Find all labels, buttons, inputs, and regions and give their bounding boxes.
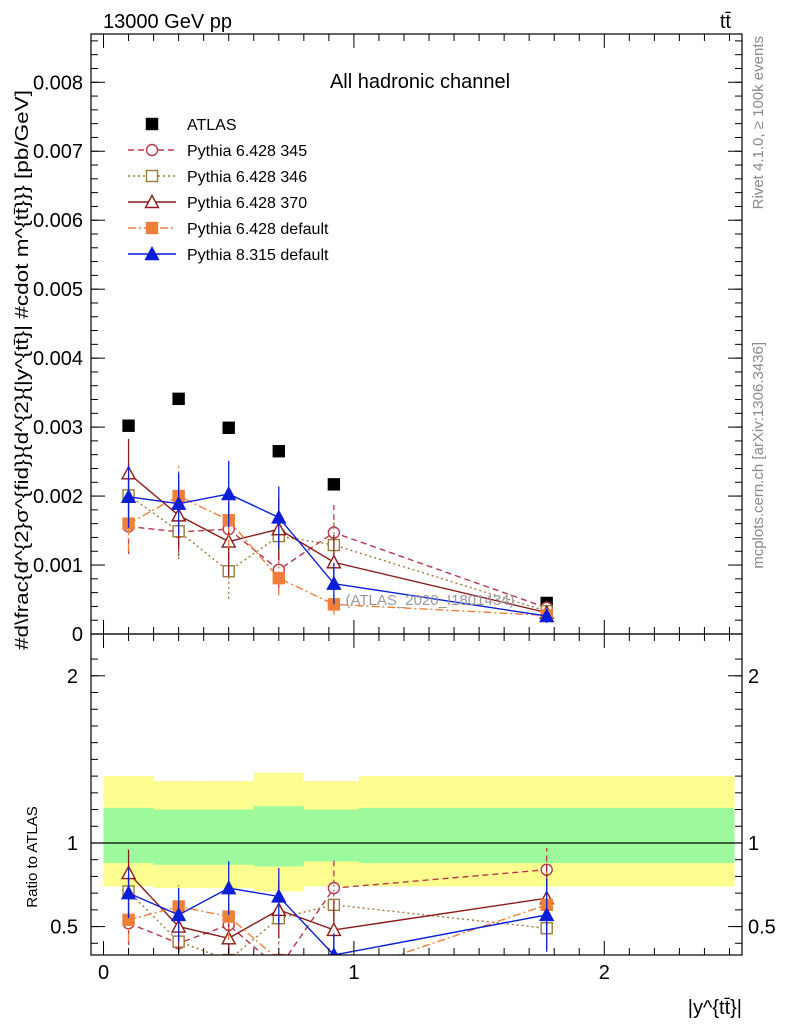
legend-entry: Pythia 6.428 370 (128, 194, 307, 212)
legend-marker (145, 169, 159, 183)
main-title: All hadronic channel (330, 71, 510, 93)
rivet-version-label: Rivet 4.1.0, ≥ 100k events (750, 36, 767, 209)
main-y-tick-label: 0.003 (33, 417, 83, 439)
ratio-y-tick-label-right: 0.5 (748, 917, 776, 939)
main-panel: 0 0.001 0.002 0.003 0.004 0.005 0.006 0.007 0.00… (33, 33, 743, 646)
data-point (326, 575, 342, 590)
ratio-point (327, 881, 341, 895)
legend-entry: Pythia 6.428 default (128, 221, 329, 238)
data-point (222, 421, 235, 434)
data-point (170, 495, 187, 510)
series-line (128, 472, 547, 614)
data-point (272, 445, 285, 458)
ratio-band-group (91, 772, 742, 982)
ratio-y-tick-label-right: 1 (748, 833, 759, 855)
mcplots-label: mcplots.cern.ch [arXiv:1306.3436] (750, 342, 767, 569)
ratio-point (170, 906, 187, 922)
main-y-tick-label: 0.008 (33, 72, 83, 94)
main-y-axis-label: #d\frac{d^{2}σ^{fid}}{d^{2}{|y^{tt̄}| #c… (12, 90, 32, 650)
ratio-y-axis-label: Ratio to ATLAS (24, 806, 41, 907)
ratio-frame (90, 633, 743, 956)
header-right: tt̄ (720, 11, 732, 33)
ratio-point (222, 953, 235, 955)
x-tick-label: 2 (599, 962, 610, 984)
main-y-tick-label: 0.001 (33, 555, 83, 577)
legend-label: Pythia 6.428 370 (187, 195, 307, 212)
main-y-tick-label: 0.006 (33, 210, 83, 232)
legend-marker (144, 194, 160, 209)
ratio-line (128, 872, 547, 940)
series-line (128, 494, 547, 612)
legend-label: Pythia 6.428 346 (187, 169, 307, 186)
legend-entry: Pythia 6.428 345 (128, 143, 307, 160)
ratio-line (128, 890, 547, 955)
ratio-line (128, 869, 547, 955)
legend-marker (145, 143, 159, 157)
ratio-point (272, 953, 285, 955)
ratio-line (128, 904, 547, 955)
legend-entry: ATLAS (145, 117, 237, 134)
ratio-point (221, 880, 237, 895)
ratio-point (271, 888, 287, 903)
x-axis-label: |y^{tt̄}| (688, 997, 742, 1019)
ratio-point (328, 971, 339, 982)
data-point (327, 478, 341, 491)
data-point (271, 509, 287, 524)
main-y-tick-label: 0.007 (33, 141, 83, 163)
uncertainty-band-inner (303, 809, 359, 862)
legend-entry: Pythia 8.315 default (128, 246, 329, 264)
data-point (122, 419, 135, 432)
ratio-y-tick-label: 0.5 (50, 917, 78, 939)
header-left: 13000 GeV pp (103, 11, 232, 33)
x-tick-label: 1 (348, 962, 359, 984)
series-pythia-8-315-default (120, 460, 555, 623)
data-point (172, 392, 185, 406)
main-y-tick-label: 0.004 (33, 348, 83, 370)
data-point (120, 488, 137, 503)
legend-label: ATLAS (187, 117, 237, 134)
x-tick-label: 0 (98, 962, 109, 984)
uncertainty-band-inner (203, 809, 254, 865)
uncertainty-band-inner (253, 806, 304, 867)
legend-label: Pythia 8.315 default (187, 247, 329, 264)
legend-entry: Pythia 6.428 346 (128, 169, 307, 186)
legend-marker (145, 221, 159, 235)
legend-marker (144, 246, 160, 261)
legend-label: Pythia 6.428 default (187, 221, 329, 238)
ratio-line (128, 887, 547, 955)
data-point (272, 571, 285, 585)
main-y-tick-label: 0 (72, 624, 83, 646)
ratio-point (120, 885, 137, 900)
data-point (221, 486, 237, 501)
ratio-y-tick-label: 1 (67, 833, 78, 855)
data-point (539, 608, 555, 623)
ratio-point (539, 906, 555, 922)
uncertainty-band-inner (358, 807, 735, 864)
main-y-tick-label: 0.005 (33, 279, 83, 301)
series-line (128, 493, 547, 617)
main-y-tick-label: 0.002 (33, 486, 83, 508)
legend-marker (145, 117, 159, 131)
legend: ATLAS Pythia 6.428 345 Pythia 6.428 346 Pyt… (128, 117, 329, 264)
ratio-y-tick-label-right: 2 (748, 666, 759, 688)
main-series-group (120, 392, 555, 623)
ratio-point (273, 963, 284, 974)
analysis-watermark: (ATLAS_2020_I1801434) (345, 592, 514, 609)
uncertainty-band-inner (153, 809, 204, 865)
legend-label: Pythia 6.428 345 (187, 143, 307, 160)
series-line (128, 495, 547, 617)
ratio-panel: 0.5 0.5 1 1 2 2 0 1 2 (50, 633, 776, 984)
ratio-y-tick-label: 2 (67, 666, 78, 688)
